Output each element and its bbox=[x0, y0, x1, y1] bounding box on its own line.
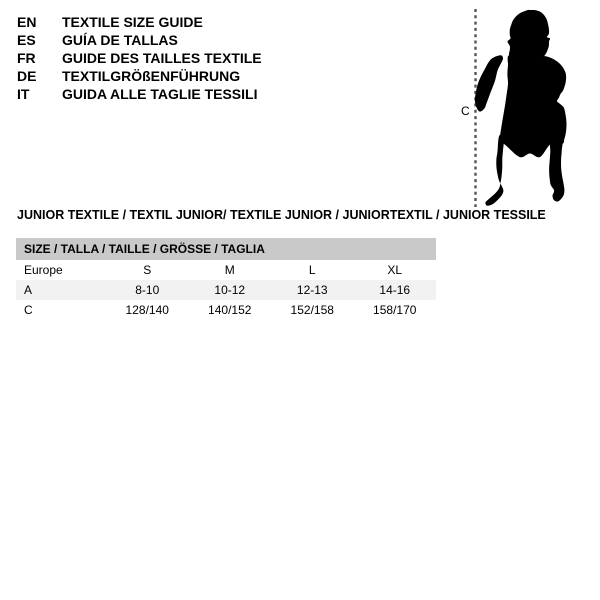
svg-text:C: C bbox=[461, 104, 470, 118]
